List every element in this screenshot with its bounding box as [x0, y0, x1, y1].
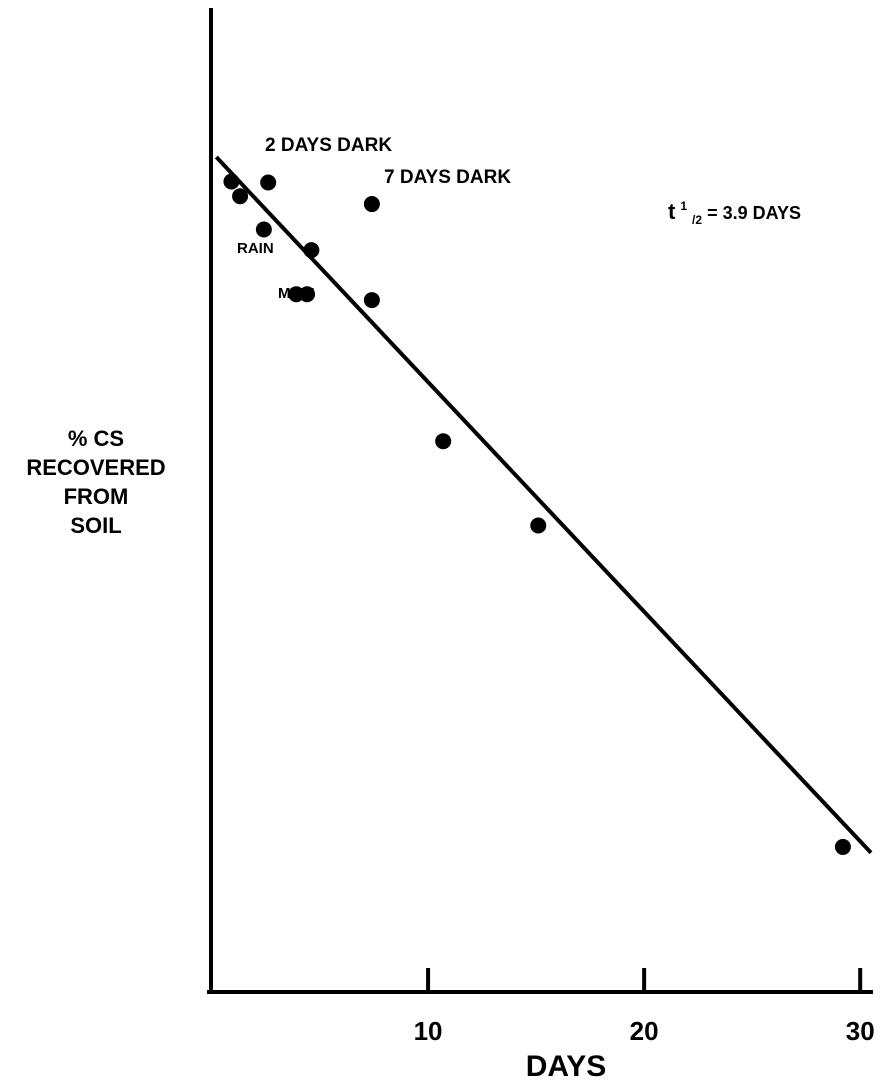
- data-point-1: [223, 173, 240, 190]
- half-life-symbol: t: [668, 199, 676, 224]
- axes: [207, 8, 873, 994]
- annotation-7-days-dark: 7 DAYS DARK: [384, 167, 511, 188]
- fit-line: [214, 155, 873, 855]
- y-axis-label: % CS RECOVERED FROM SOIL: [26, 426, 165, 538]
- data-point-3: [255, 221, 272, 238]
- half-life-subscript: /2: [692, 213, 702, 227]
- x-axis-label: DAYS: [526, 1050, 607, 1083]
- x-ticks: 10 20 30: [414, 968, 875, 1046]
- x-tick-label-20: 20: [630, 1016, 659, 1046]
- data-point-8: [363, 196, 380, 213]
- half-life-value: = 3.9 DAYS: [707, 203, 801, 223]
- data-point-12: [834, 838, 851, 855]
- data-point-2: [232, 188, 249, 205]
- x-tick-label-10: 10: [414, 1016, 443, 1046]
- annotation-rain: RAIN: [237, 240, 274, 257]
- annotation-mist: MIST: [278, 285, 314, 302]
- data-point-9: [363, 292, 380, 309]
- y-axis-label-line-1: % CS: [68, 426, 124, 451]
- y-axis-label-line-3: FROM: [64, 484, 129, 509]
- data-point-4: [260, 174, 277, 191]
- y-axis-label-line-4: SOIL: [70, 513, 121, 538]
- data-point-7: [303, 242, 320, 259]
- data-points: [223, 173, 851, 855]
- data-point-6: [299, 286, 316, 303]
- fit-line-group: [214, 155, 873, 855]
- x-tick-label-30: 30: [846, 1016, 875, 1046]
- y-axis-label-line-2: RECOVERED: [26, 455, 165, 480]
- data-point-10: [435, 433, 452, 450]
- annotation-2-days-dark: 2 DAYS DARK: [265, 135, 392, 156]
- data-point-11: [530, 517, 547, 534]
- half-life-superscript: 1: [680, 199, 687, 213]
- half-life-annotation: t 1 /2 = 3.9 DAYS: [668, 194, 801, 228]
